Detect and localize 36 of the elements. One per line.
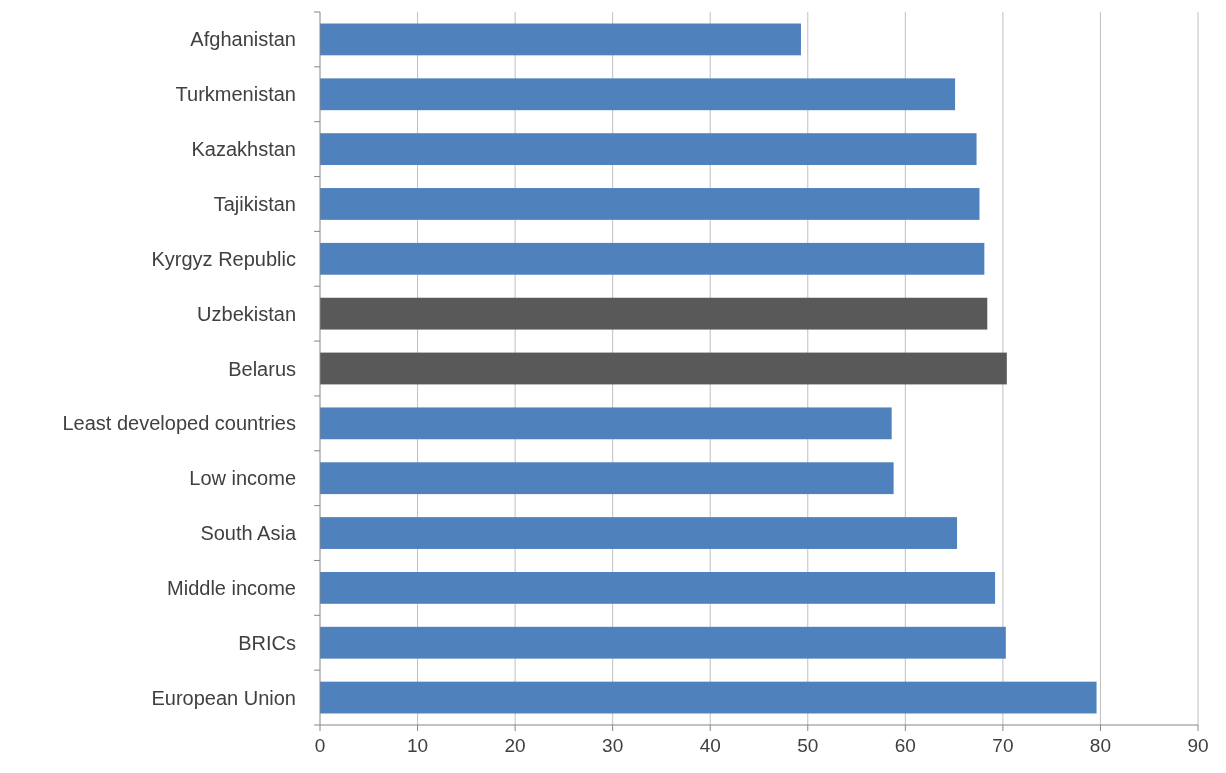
- bar: [320, 23, 801, 56]
- y-tick-label: European Union: [151, 686, 296, 709]
- bar: [320, 242, 985, 275]
- bar: [320, 462, 894, 495]
- x-tick-label: 80: [1089, 735, 1112, 756]
- bar: [320, 517, 958, 549]
- y-tick-label: BRICs: [238, 631, 296, 654]
- x-tick-label: 40: [699, 735, 721, 756]
- y-tick-label: Kyrgyz Republic: [151, 247, 296, 270]
- y-tick-label: Tajikistan: [213, 192, 296, 215]
- bar: [320, 407, 892, 440]
- bar: [320, 626, 1006, 659]
- bar: [320, 681, 1097, 714]
- x-tick-label: 0: [314, 735, 326, 756]
- x-tick-label: 50: [797, 735, 819, 756]
- y-tick-label: South Asia: [200, 522, 297, 545]
- y-tick-label: Middle income: [167, 576, 296, 599]
- y-tick-label: Low income: [189, 467, 296, 490]
- y-tick-label: Belarus: [228, 357, 296, 380]
- x-tick-label: 70: [992, 735, 1014, 756]
- bar: [320, 297, 988, 330]
- bar: [320, 352, 1007, 385]
- bar: [320, 78, 956, 111]
- y-tick-label: Uzbekistan: [197, 302, 296, 325]
- bar: [320, 133, 977, 166]
- y-tick-label: Afghanistan: [190, 28, 296, 51]
- bar: [320, 571, 996, 604]
- y-tick-label: Kazakhstan: [191, 138, 296, 161]
- x-tick-label: 10: [406, 735, 429, 756]
- x-tick-label: 90: [1187, 735, 1209, 756]
- x-tick-label: 20: [504, 735, 526, 756]
- bar: [320, 188, 980, 220]
- y-tick-label: Least developed countries: [62, 412, 296, 435]
- x-tick-label: 60: [894, 735, 916, 756]
- x-tick-label: 30: [602, 735, 624, 756]
- y-tick-label: Turkmenistan: [175, 83, 296, 106]
